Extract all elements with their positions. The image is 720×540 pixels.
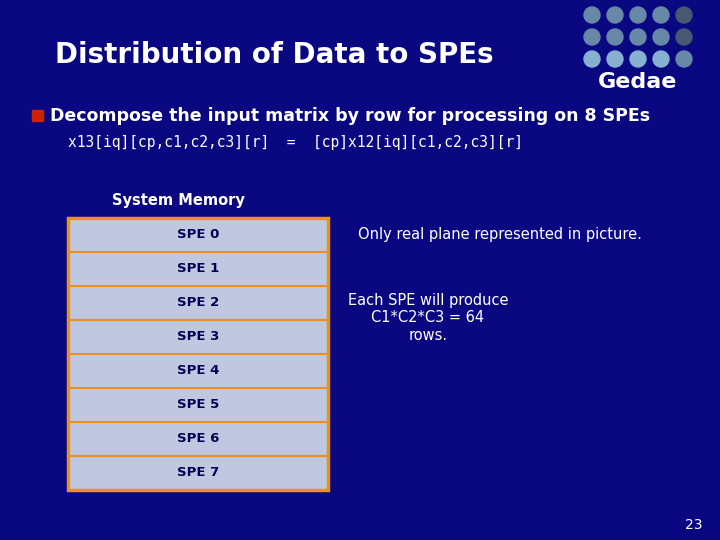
Circle shape bbox=[584, 7, 600, 23]
Text: SPE 7: SPE 7 bbox=[177, 467, 219, 480]
Circle shape bbox=[676, 51, 692, 67]
Bar bbox=[32, 110, 43, 121]
Circle shape bbox=[676, 29, 692, 45]
Text: Gedae: Gedae bbox=[598, 72, 678, 92]
Circle shape bbox=[630, 29, 646, 45]
Text: SPE 4: SPE 4 bbox=[177, 364, 219, 377]
Circle shape bbox=[653, 29, 669, 45]
Circle shape bbox=[630, 7, 646, 23]
Text: Each SPE will produce
C1*C2*C3 = 64
rows.: Each SPE will produce C1*C2*C3 = 64 rows… bbox=[348, 293, 508, 342]
Circle shape bbox=[607, 51, 623, 67]
Text: SPE 0: SPE 0 bbox=[177, 228, 219, 241]
Circle shape bbox=[653, 51, 669, 67]
Text: System Memory: System Memory bbox=[112, 192, 244, 207]
Text: SPE 6: SPE 6 bbox=[177, 433, 219, 446]
Text: Only real plane represented in picture.: Only real plane represented in picture. bbox=[358, 227, 642, 242]
Circle shape bbox=[607, 7, 623, 23]
Circle shape bbox=[584, 29, 600, 45]
Text: 23: 23 bbox=[685, 518, 703, 532]
Bar bbox=[68, 218, 328, 490]
Text: Distribution of Data to SPEs: Distribution of Data to SPEs bbox=[55, 41, 494, 69]
Text: x13[iq][cp,c1,c2,c3][r]  =  [cp]x12[iq][c1,c2,c3][r]: x13[iq][cp,c1,c2,c3][r] = [cp]x12[iq][c1… bbox=[68, 134, 523, 150]
Circle shape bbox=[653, 7, 669, 23]
Text: Decompose the input matrix by row for processing on 8 SPEs: Decompose the input matrix by row for pr… bbox=[50, 107, 650, 125]
Text: SPE 2: SPE 2 bbox=[177, 296, 219, 309]
Text: SPE 1: SPE 1 bbox=[177, 262, 219, 275]
Circle shape bbox=[630, 51, 646, 67]
Circle shape bbox=[584, 51, 600, 67]
Circle shape bbox=[676, 7, 692, 23]
Text: SPE 5: SPE 5 bbox=[177, 399, 219, 411]
Circle shape bbox=[607, 29, 623, 45]
Text: SPE 3: SPE 3 bbox=[177, 330, 219, 343]
